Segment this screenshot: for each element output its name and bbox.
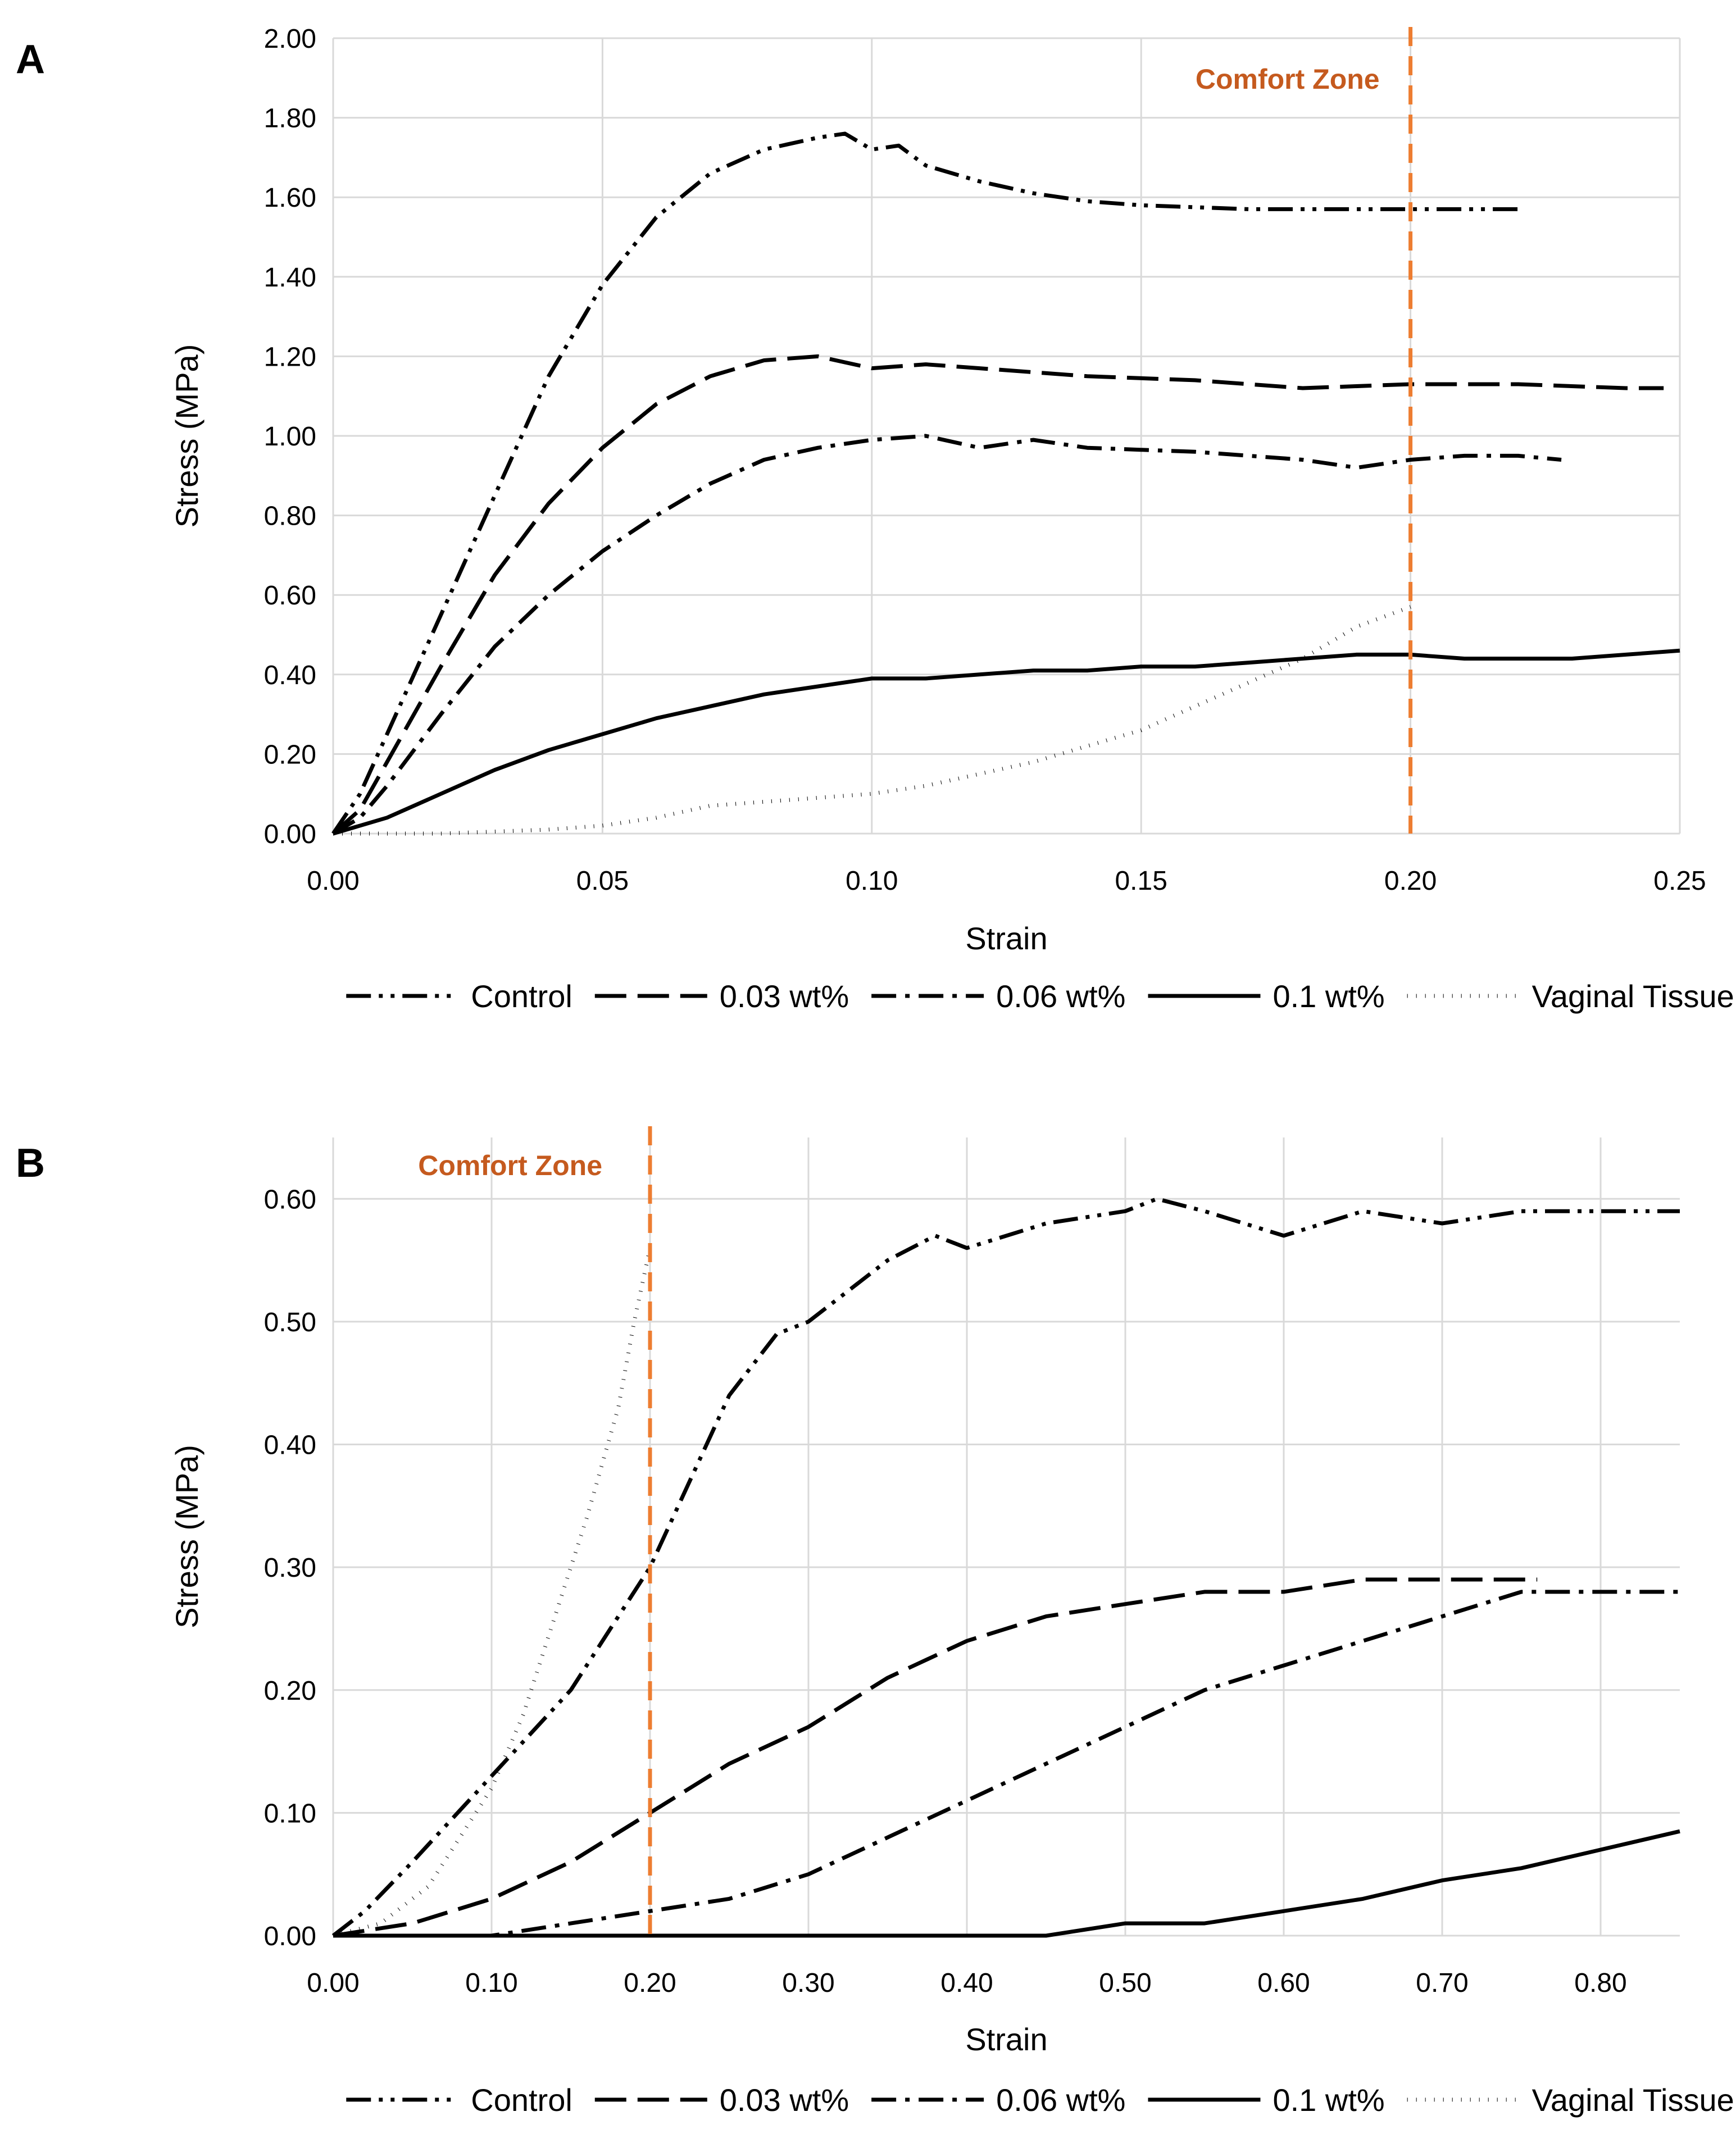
y-tick-label: 1.60 [264, 183, 316, 213]
x-tick-label: 0.40 [940, 1968, 993, 1998]
y-axis-title: Stress (MPa) [169, 1445, 204, 1628]
legend-label: 0.06 wt% [996, 979, 1125, 1014]
legend-label: Control [471, 979, 572, 1014]
y-tick-label: 1.00 [264, 422, 316, 452]
legend-label: Vaginal Tissue [1532, 979, 1734, 1014]
y-tick-label: 2.00 [264, 24, 316, 54]
series-line-control [331, 131, 1519, 835]
x-tick-label: 0.10 [846, 866, 898, 896]
legend-label: 0.1 wt% [1273, 979, 1384, 1014]
legend-label: 0.06 wt% [996, 2082, 1125, 2118]
y-tick-label: 0.40 [264, 661, 316, 690]
x-tick-label: 0.20 [1384, 866, 1437, 896]
y-tick-label: 0.00 [264, 1922, 316, 1951]
x-axis-title: Strain [965, 2022, 1047, 2057]
x-tick-label: 0.10 [465, 1968, 517, 1998]
y-tick-label: 0.80 [264, 502, 316, 531]
series-line-0-06-wt- [333, 1590, 1680, 1938]
chart-a: 0.00 0.05 0.10 0.15 0.20 0.25 0.00 0.20 0.40 0.60… [169, 24, 1734, 1014]
y-tick-label: 0.50 [264, 1308, 316, 1337]
x-tick-label: 0.30 [782, 1968, 834, 1998]
series-line-0-1-wt- [333, 648, 1680, 836]
legend-label: 0.1 wt% [1273, 2082, 1384, 2118]
x-tick-label: 0.80 [1574, 1968, 1626, 1998]
x-axis-title: Strain [965, 921, 1047, 956]
legend-label: Vaginal Tissue [1532, 2082, 1734, 2118]
comfort-zone-label: Comfort Zone [1196, 63, 1380, 95]
y-tick-label: 0.20 [264, 740, 316, 770]
legend: Control 0.03 wt% 0.06 wt% 0.1 wt% Vaginal Ti… [346, 979, 1734, 1014]
x-tick-label: 0.70 [1416, 1968, 1468, 1998]
y-axis-title: Stress (MPa) [169, 344, 204, 528]
legend-label: 0.03 wt% [720, 979, 849, 1014]
panel-letter-a: A [16, 37, 45, 82]
y-tick-label: 0.60 [264, 581, 316, 611]
y-tick-label: 1.80 [264, 104, 316, 134]
comfort-zone-label: Comfort Zone [418, 1150, 602, 1181]
x-tick-label: 0.00 [307, 1968, 359, 1998]
legend: Control 0.03 wt% 0.06 wt% 0.1 wt% Vaginal Ti… [346, 2082, 1734, 2118]
legend-label: 0.03 wt% [720, 2082, 849, 2118]
y-tick-label: 0.40 [264, 1431, 316, 1460]
series-line-0-06-wt- [332, 434, 1562, 836]
series-line-0-03-wt- [331, 354, 1664, 835]
x-tick-label: 0.60 [1257, 1968, 1310, 1998]
y-tick-label: 0.00 [264, 820, 316, 849]
series-line-0-03-wt- [333, 1577, 1538, 1938]
legend-label: Control [471, 2082, 572, 2118]
y-tick-label: 0.30 [264, 1553, 316, 1583]
y-tick-label: 0.60 [264, 1185, 316, 1214]
y-tick-label: 0.20 [264, 1676, 316, 1706]
y-tick-label: 1.40 [264, 263, 316, 293]
y-tick-label: 1.20 [264, 342, 316, 372]
y-tick-label: 0.10 [264, 1799, 316, 1828]
x-tick-label: 0.20 [624, 1968, 676, 1998]
chart-b: 0.00 0.10 0.20 0.30 0.40 0.50 0.60 0.70 0.80 0.00… [169, 1126, 1734, 2118]
panel-letter-b: B [16, 1141, 45, 1186]
x-tick-label: 0.25 [1653, 866, 1706, 896]
x-tick-label: 0.15 [1115, 866, 1167, 896]
series-line-control [331, 1196, 1680, 1937]
x-tick-label: 0.50 [1099, 1968, 1151, 1998]
x-tick-label: 0.00 [307, 866, 359, 896]
series-line-0-1-wt- [333, 1829, 1680, 1938]
x-tick-label: 0.05 [576, 866, 629, 896]
